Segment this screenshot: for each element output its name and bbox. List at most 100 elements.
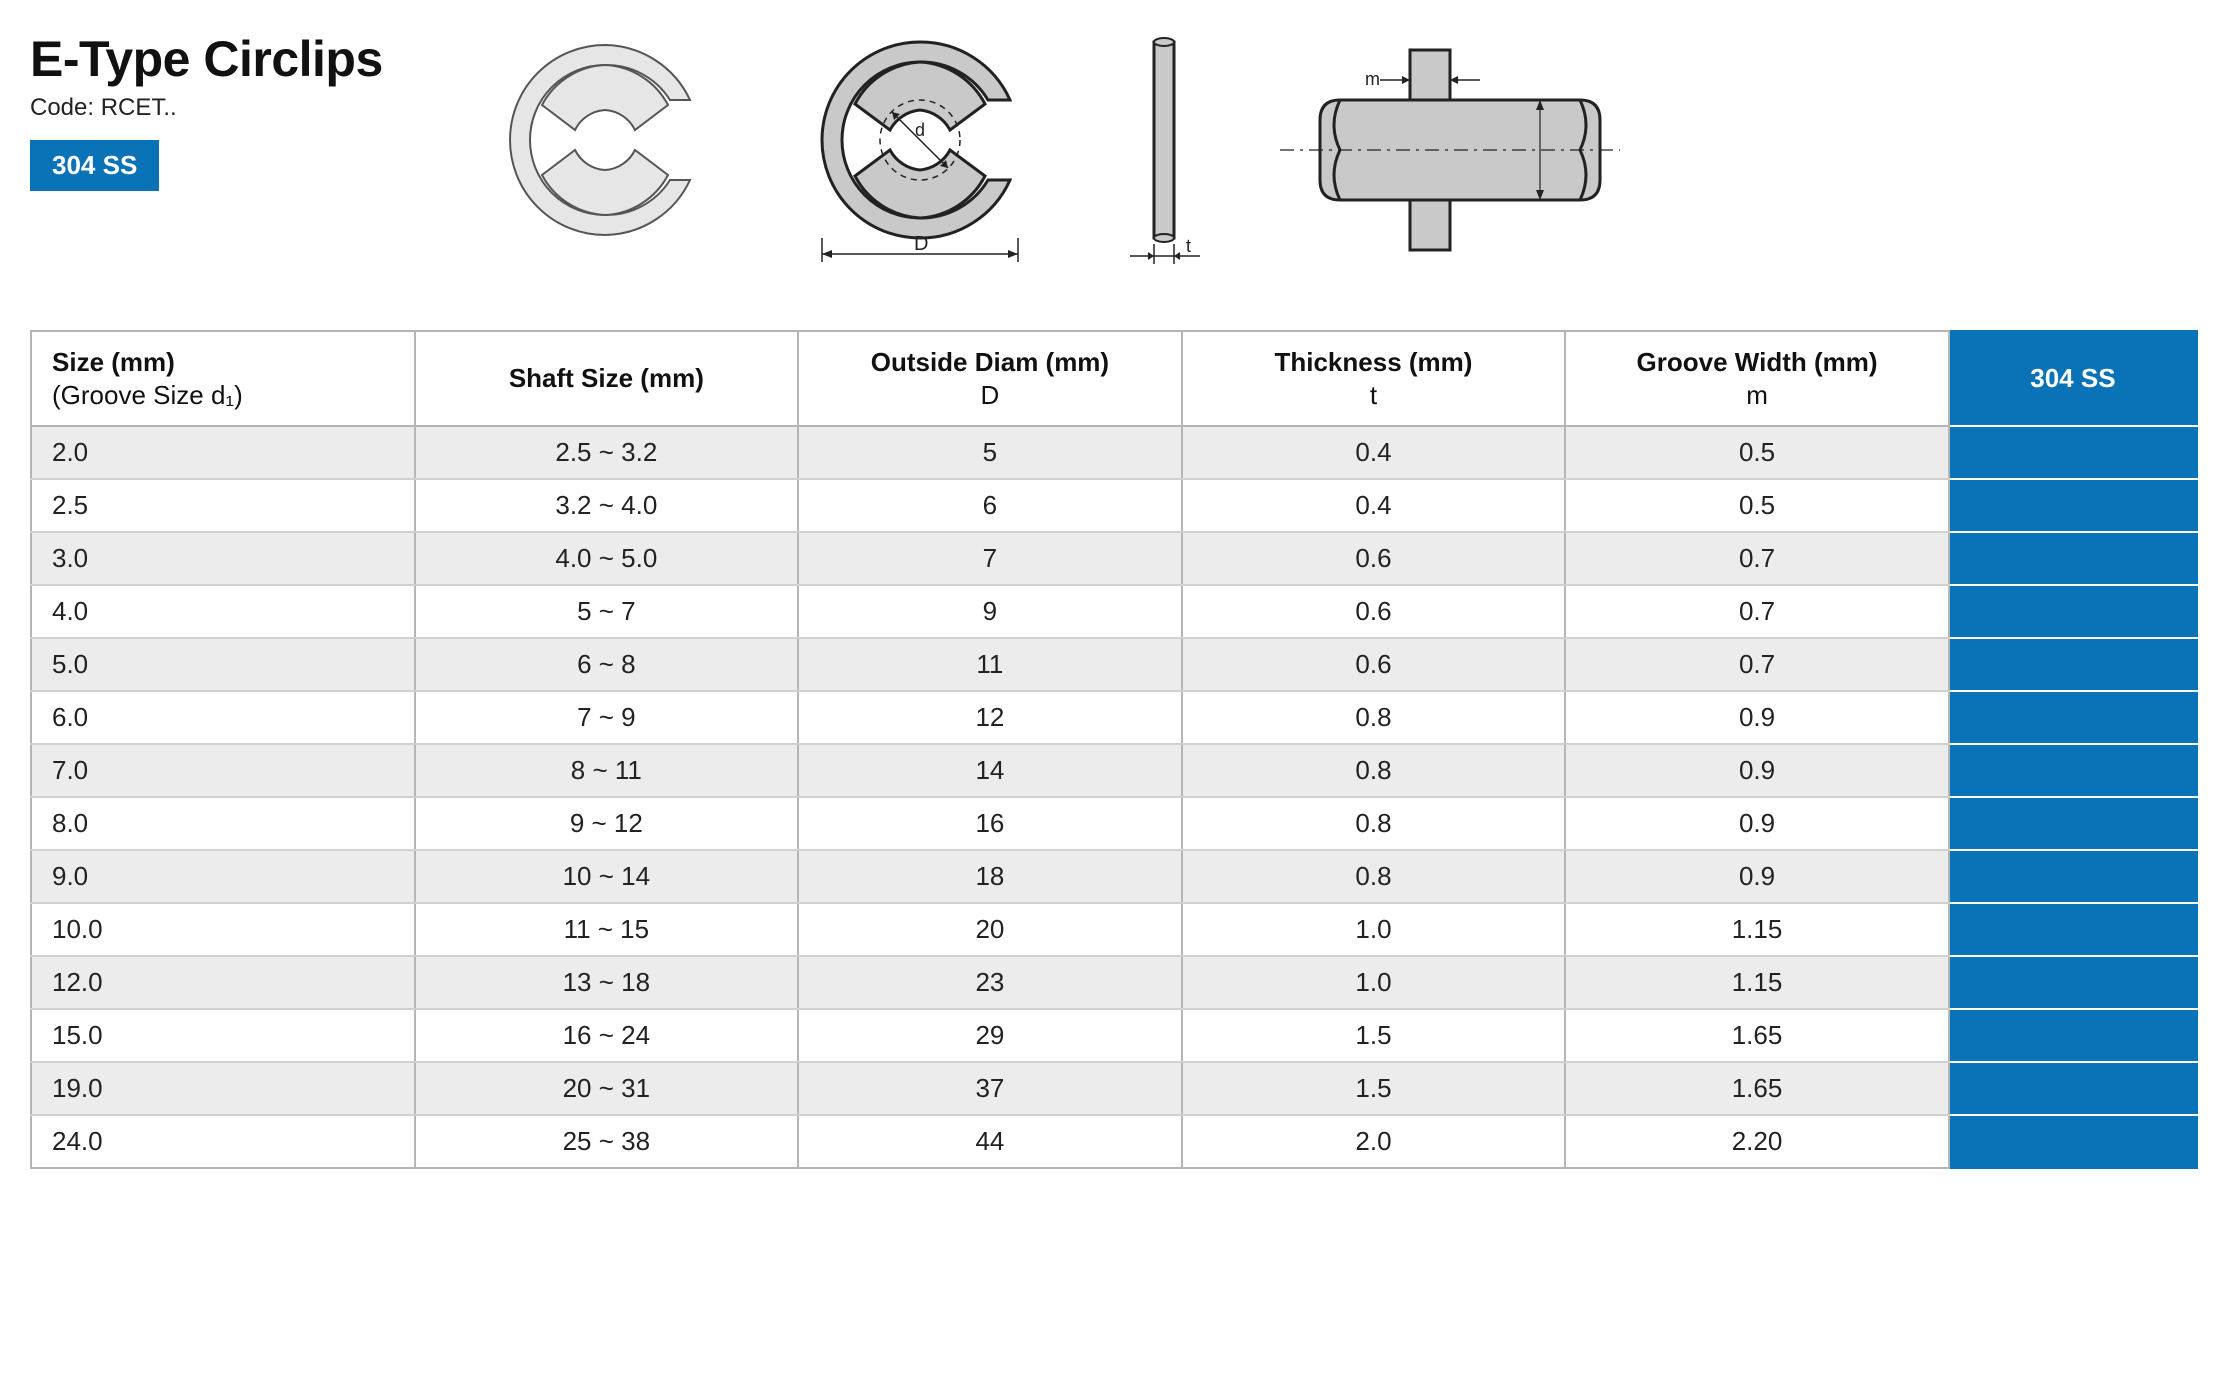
cell-thickness: 1.0 xyxy=(1182,903,1566,956)
cell-shaft: 6 ~ 8 xyxy=(415,638,799,691)
cell-material xyxy=(1949,426,2197,479)
cell-groove: 0.9 xyxy=(1565,850,1949,903)
diagram-eclip-dimensions: d D xyxy=(790,30,1050,270)
cell-od: 7 xyxy=(798,532,1182,585)
table-row: 2.02.5 ~ 3.250.40.5 xyxy=(31,426,2197,479)
cell-groove: 0.7 xyxy=(1565,532,1949,585)
table-row: 19.020 ~ 31371.51.65 xyxy=(31,1062,2197,1115)
cell-material xyxy=(1949,1115,2197,1168)
diagram-groove: m xyxy=(1280,30,1620,260)
cell-shaft: 3.2 ~ 4.0 xyxy=(415,479,799,532)
label-t: t xyxy=(1186,236,1191,256)
col-header-od: Outside Diam (mm) D xyxy=(798,331,1182,426)
cell-od: 14 xyxy=(798,744,1182,797)
cell-groove: 0.9 xyxy=(1565,744,1949,797)
cell-size: 5.0 xyxy=(31,638,415,691)
col-header-size: Size (mm) (Groove Size d₁) xyxy=(31,331,415,426)
cell-groove: 0.9 xyxy=(1565,691,1949,744)
cell-size: 8.0 xyxy=(31,797,415,850)
cell-od: 44 xyxy=(798,1115,1182,1168)
cell-size: 2.5 xyxy=(31,479,415,532)
label-D: D xyxy=(914,233,928,255)
cell-size: 10.0 xyxy=(31,903,415,956)
cell-material xyxy=(1949,956,2197,1009)
label-m: m xyxy=(1365,69,1380,89)
cell-size: 6.0 xyxy=(31,691,415,744)
cell-size: 7.0 xyxy=(31,744,415,797)
cell-size: 15.0 xyxy=(31,1009,415,1062)
cell-thickness: 0.6 xyxy=(1182,532,1566,585)
cell-od: 11 xyxy=(798,638,1182,691)
cell-shaft: 2.5 ~ 3.2 xyxy=(415,426,799,479)
cell-material xyxy=(1949,691,2197,744)
cell-thickness: 2.0 xyxy=(1182,1115,1566,1168)
cell-material xyxy=(1949,850,2197,903)
col-header-thickness: Thickness (mm) t xyxy=(1182,331,1566,426)
cell-thickness: 1.5 xyxy=(1182,1062,1566,1115)
page-title: E-Type Circlips xyxy=(30,30,430,88)
cell-material xyxy=(1949,532,2197,585)
table-row: 5.06 ~ 8110.60.7 xyxy=(31,638,2197,691)
cell-thickness: 0.4 xyxy=(1182,479,1566,532)
table-row: 7.08 ~ 11140.80.9 xyxy=(31,744,2197,797)
col-header-groove: Groove Width (mm) m xyxy=(1565,331,1949,426)
cell-size: 4.0 xyxy=(31,585,415,638)
table-row: 12.013 ~ 18231.01.15 xyxy=(31,956,2197,1009)
cell-thickness: 0.8 xyxy=(1182,744,1566,797)
cell-thickness: 0.6 xyxy=(1182,585,1566,638)
cell-od: 9 xyxy=(798,585,1182,638)
material-badge: 304 SS xyxy=(30,140,159,191)
cell-shaft: 9 ~ 12 xyxy=(415,797,799,850)
cell-thickness: 0.8 xyxy=(1182,850,1566,903)
header-text-block: E-Type Circlips Code: RCET.. 304 SS xyxy=(30,30,430,191)
cell-shaft: 13 ~ 18 xyxy=(415,956,799,1009)
cell-thickness: 0.8 xyxy=(1182,797,1566,850)
cell-size: 24.0 xyxy=(31,1115,415,1168)
cell-shaft: 10 ~ 14 xyxy=(415,850,799,903)
table-row: 6.07 ~ 9120.80.9 xyxy=(31,691,2197,744)
product-code: Code: RCET.. xyxy=(30,94,430,122)
cell-material xyxy=(1949,638,2197,691)
table-row: 2.53.2 ~ 4.060.40.5 xyxy=(31,479,2197,532)
cell-size: 2.0 xyxy=(31,426,415,479)
table-row: 3.04.0 ~ 5.070.60.7 xyxy=(31,532,2197,585)
cell-shaft: 8 ~ 11 xyxy=(415,744,799,797)
cell-shaft: 16 ~ 24 xyxy=(415,1009,799,1062)
cell-thickness: 0.8 xyxy=(1182,691,1566,744)
cell-groove: 0.7 xyxy=(1565,638,1949,691)
cell-material xyxy=(1949,797,2197,850)
table-row: 10.011 ~ 15201.01.15 xyxy=(31,903,2197,956)
cell-shaft: 20 ~ 31 xyxy=(415,1062,799,1115)
cell-od: 18 xyxy=(798,850,1182,903)
cell-groove: 1.15 xyxy=(1565,903,1949,956)
cell-groove: 1.65 xyxy=(1565,1062,1949,1115)
cell-material xyxy=(1949,903,2197,956)
cell-shaft: 4.0 ~ 5.0 xyxy=(415,532,799,585)
groove-icon: m xyxy=(1280,30,1620,260)
thickness-icon: t xyxy=(1120,30,1210,270)
cell-material xyxy=(1949,585,2197,638)
cell-thickness: 1.5 xyxy=(1182,1009,1566,1062)
cell-material xyxy=(1949,1062,2197,1115)
cell-size: 3.0 xyxy=(31,532,415,585)
table-row: 9.010 ~ 14180.80.9 xyxy=(31,850,2197,903)
col-header-material: 304 SS xyxy=(1949,331,2197,426)
label-d: d xyxy=(915,120,925,140)
table-row: 8.09 ~ 12160.80.9 xyxy=(31,797,2197,850)
cell-groove: 0.9 xyxy=(1565,797,1949,850)
cell-material xyxy=(1949,479,2197,532)
cell-od: 37 xyxy=(798,1062,1182,1115)
cell-shaft: 5 ~ 7 xyxy=(415,585,799,638)
spec-table-body: 2.02.5 ~ 3.250.40.52.53.2 ~ 4.060.40.53.… xyxy=(31,426,2197,1168)
cell-groove: 0.5 xyxy=(1565,479,1949,532)
eclip-dim-icon: d D xyxy=(790,30,1050,270)
cell-groove: 1.65 xyxy=(1565,1009,1949,1062)
cell-thickness: 1.0 xyxy=(1182,956,1566,1009)
header-region: E-Type Circlips Code: RCET.. 304 SS xyxy=(30,30,2198,270)
diagram-eclip-plain xyxy=(490,30,720,240)
cell-od: 20 xyxy=(798,903,1182,956)
table-row: 4.05 ~ 790.60.7 xyxy=(31,585,2197,638)
cell-groove: 1.15 xyxy=(1565,956,1949,1009)
cell-od: 29 xyxy=(798,1009,1182,1062)
diagram-thickness: t xyxy=(1120,30,1210,270)
